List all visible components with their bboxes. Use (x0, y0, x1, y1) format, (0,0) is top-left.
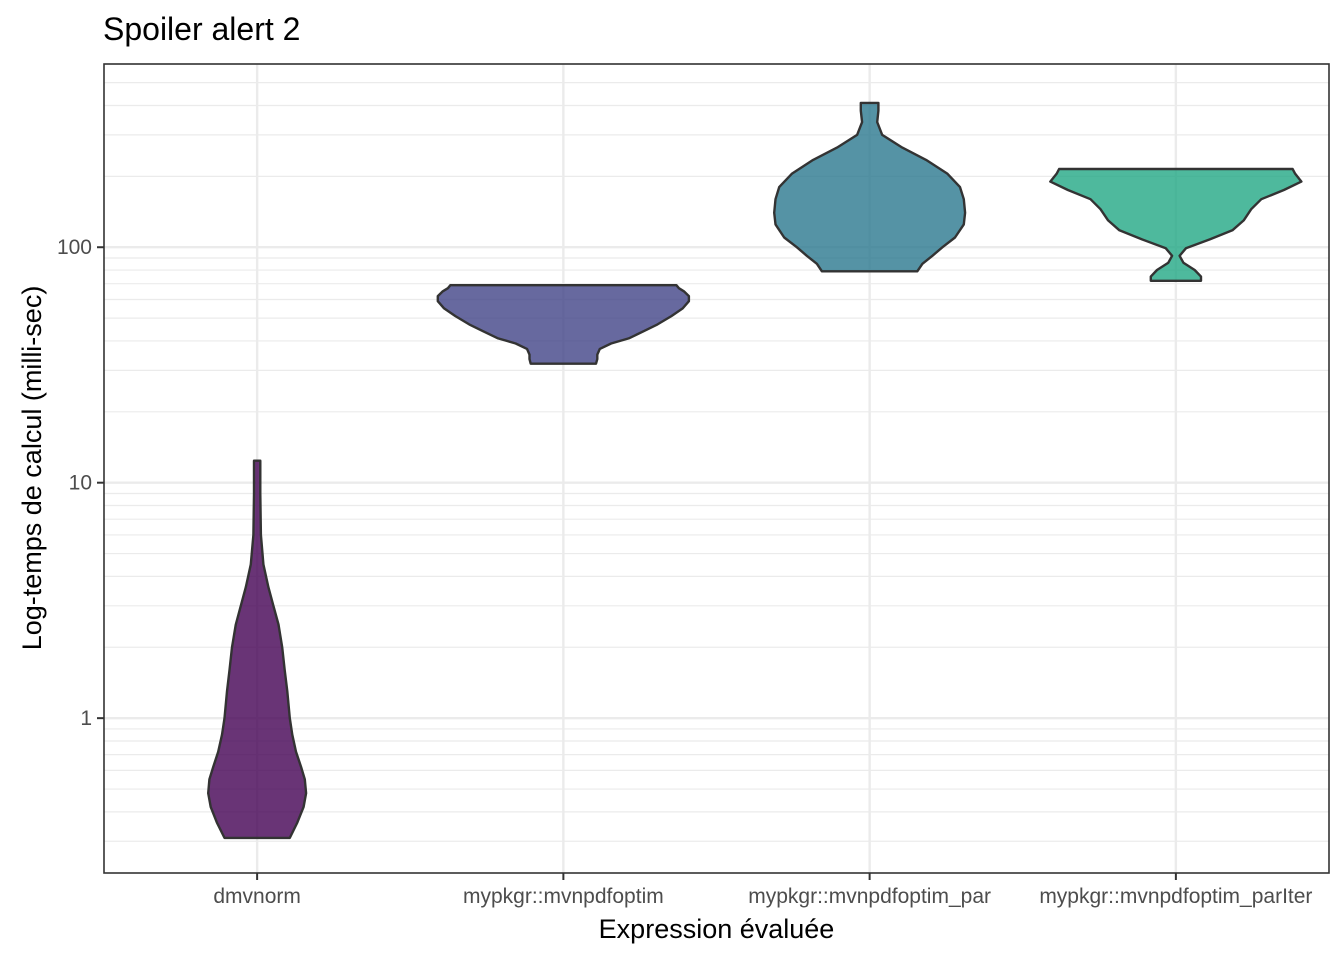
x-axis-title: Expression évaluée (599, 914, 835, 944)
y-tick-label: 1 (80, 707, 92, 730)
violin-1 (436, 284, 691, 365)
violin-0 (207, 459, 308, 840)
x-tick-label: mypkgr::mvnpdfoptim_par (748, 885, 991, 908)
violin-3 (1049, 167, 1303, 282)
y-tick-label: 10 (69, 472, 92, 495)
y-axis-title: Log-temps de calcul (milli-sec) (17, 286, 47, 651)
chart-title: Spoiler alert 2 (103, 11, 300, 47)
x-tick-label: mypkgr::mvnpdfoptim_parIter (1039, 885, 1312, 908)
y-tick-label: 100 (57, 236, 92, 259)
panel-border (103, 63, 1330, 874)
x-tick-label: dmvnorm (213, 885, 301, 908)
violin-2 (773, 101, 967, 273)
violins (207, 101, 1303, 840)
x-tick-label: mypkgr::mvnpdfoptim (463, 885, 664, 908)
